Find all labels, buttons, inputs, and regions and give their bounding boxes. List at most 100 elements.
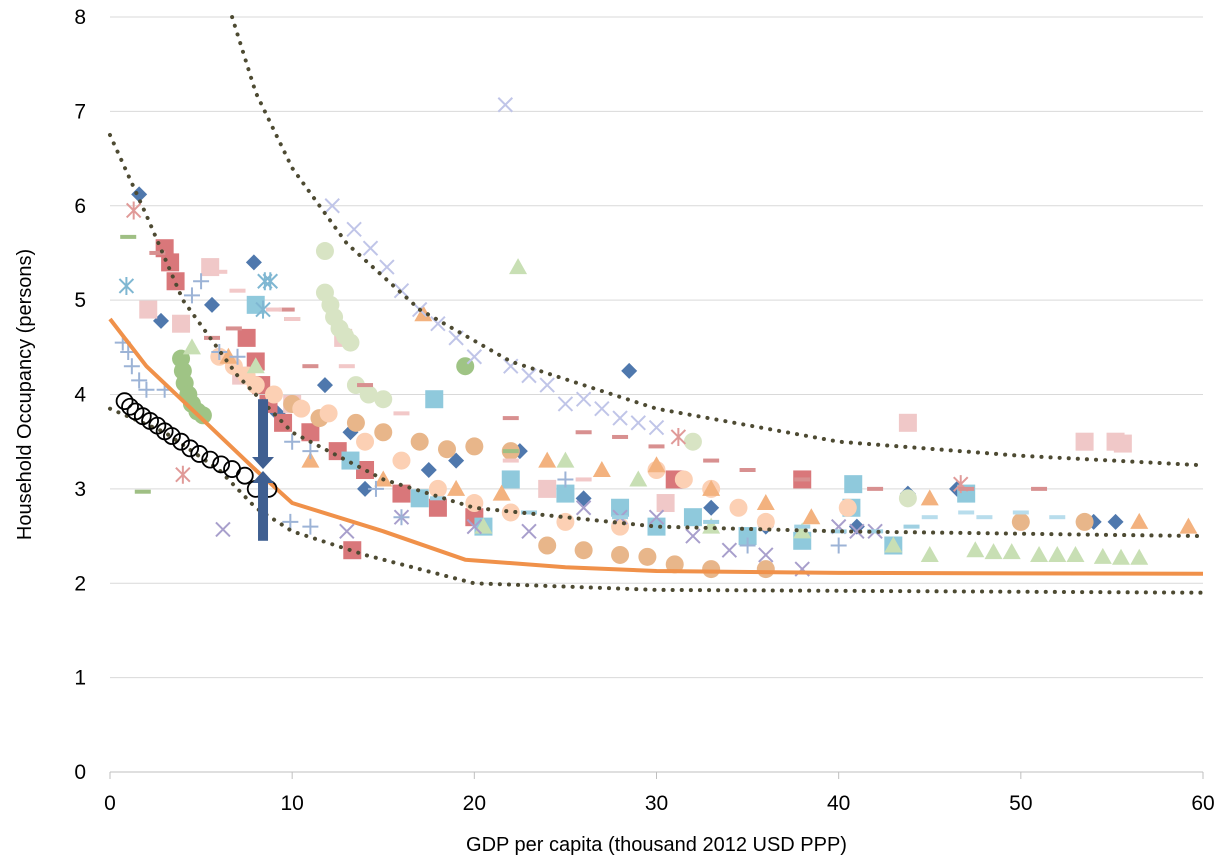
data-point [229, 348, 246, 365]
data-point [703, 458, 720, 463]
data-point [392, 484, 411, 503]
data-point [844, 475, 863, 494]
data-point [1107, 513, 1124, 530]
data-point [466, 349, 483, 365]
data-point [648, 419, 665, 436]
data-point [392, 451, 411, 470]
data-point [611, 498, 630, 517]
data-point [729, 498, 748, 517]
data-point [830, 529, 847, 534]
data-point [492, 484, 511, 501]
data-point [575, 500, 592, 516]
data-point [1031, 486, 1048, 491]
data-point [538, 479, 557, 498]
open-circle-point [190, 445, 209, 463]
data-point [976, 515, 993, 520]
data-point [219, 347, 238, 364]
x-tick-label: 50 [1009, 792, 1032, 815]
data-point [575, 430, 592, 435]
data-point [278, 307, 295, 312]
data-point [1179, 517, 1198, 534]
data-point [611, 517, 630, 536]
data-point [229, 288, 246, 293]
data-point [246, 376, 265, 395]
data-point [430, 316, 446, 332]
data-point [316, 377, 333, 394]
data-point [502, 458, 519, 463]
y-tick-label: 1 [74, 667, 86, 690]
y-tick-label: 4 [74, 384, 86, 407]
data-point [131, 372, 148, 389]
data-point [557, 396, 574, 412]
data-point [393, 509, 410, 526]
data-point [193, 406, 212, 425]
data-point [357, 383, 374, 388]
y-tick-label: 3 [74, 478, 86, 501]
data-point [315, 242, 334, 261]
data-point [794, 477, 811, 482]
data-point [346, 413, 365, 432]
data-point [1030, 545, 1049, 562]
data-point [674, 470, 693, 489]
open-circle-point [172, 432, 190, 451]
data-point [592, 461, 611, 477]
x-axis-title: GDP per capita (thousand 2012 USD PPP) [466, 834, 847, 856]
data-point [211, 269, 228, 274]
data-point [501, 470, 520, 489]
data-point [683, 508, 702, 527]
data-point [123, 358, 140, 375]
data-point [884, 536, 903, 553]
data-point [621, 362, 638, 379]
data-point [319, 404, 338, 423]
data-point [557, 471, 574, 488]
data-point [474, 517, 493, 534]
data-point [670, 427, 687, 446]
data-point [237, 328, 256, 347]
data-point [215, 521, 231, 538]
arrow-shaft-top [258, 399, 269, 458]
data-point [502, 449, 519, 454]
data-point [338, 364, 355, 369]
arrow-head-up [252, 471, 275, 483]
data-point [393, 411, 410, 416]
data-point [538, 536, 557, 555]
data-point [575, 391, 592, 407]
data-point [225, 326, 242, 331]
data-point [1066, 545, 1085, 562]
x-tick-label: 0 [104, 792, 116, 815]
data-point [1075, 512, 1094, 531]
data-point [630, 415, 646, 431]
open-circle-point [235, 466, 254, 485]
data-point [274, 413, 293, 432]
data-point [1075, 432, 1094, 451]
data-point [357, 480, 374, 497]
data-point [702, 560, 721, 579]
data-point [683, 432, 702, 451]
reference-lines [108, 15, 1205, 595]
data-point [629, 470, 648, 487]
data-point [149, 250, 166, 255]
data-point [138, 381, 155, 398]
data-point [301, 451, 320, 468]
data-point [420, 462, 437, 478]
data-point [1002, 543, 1021, 560]
data-point [739, 537, 756, 554]
arrow-head-down [252, 457, 275, 469]
data-point [1130, 548, 1149, 565]
x-tick-label: 60 [1191, 792, 1214, 815]
data-point [849, 523, 865, 540]
data-point [125, 201, 142, 220]
y-tick-label: 7 [74, 100, 86, 123]
data-point [131, 186, 148, 203]
data-point [134, 489, 151, 494]
data-point [612, 410, 628, 426]
data-point [1012, 510, 1029, 515]
data-point [721, 542, 738, 558]
data-point [1130, 512, 1149, 529]
y-tick-label: 0 [74, 761, 86, 784]
data-point [802, 508, 821, 525]
data-point [898, 489, 917, 508]
data-point [958, 510, 975, 515]
data-point [292, 399, 311, 418]
